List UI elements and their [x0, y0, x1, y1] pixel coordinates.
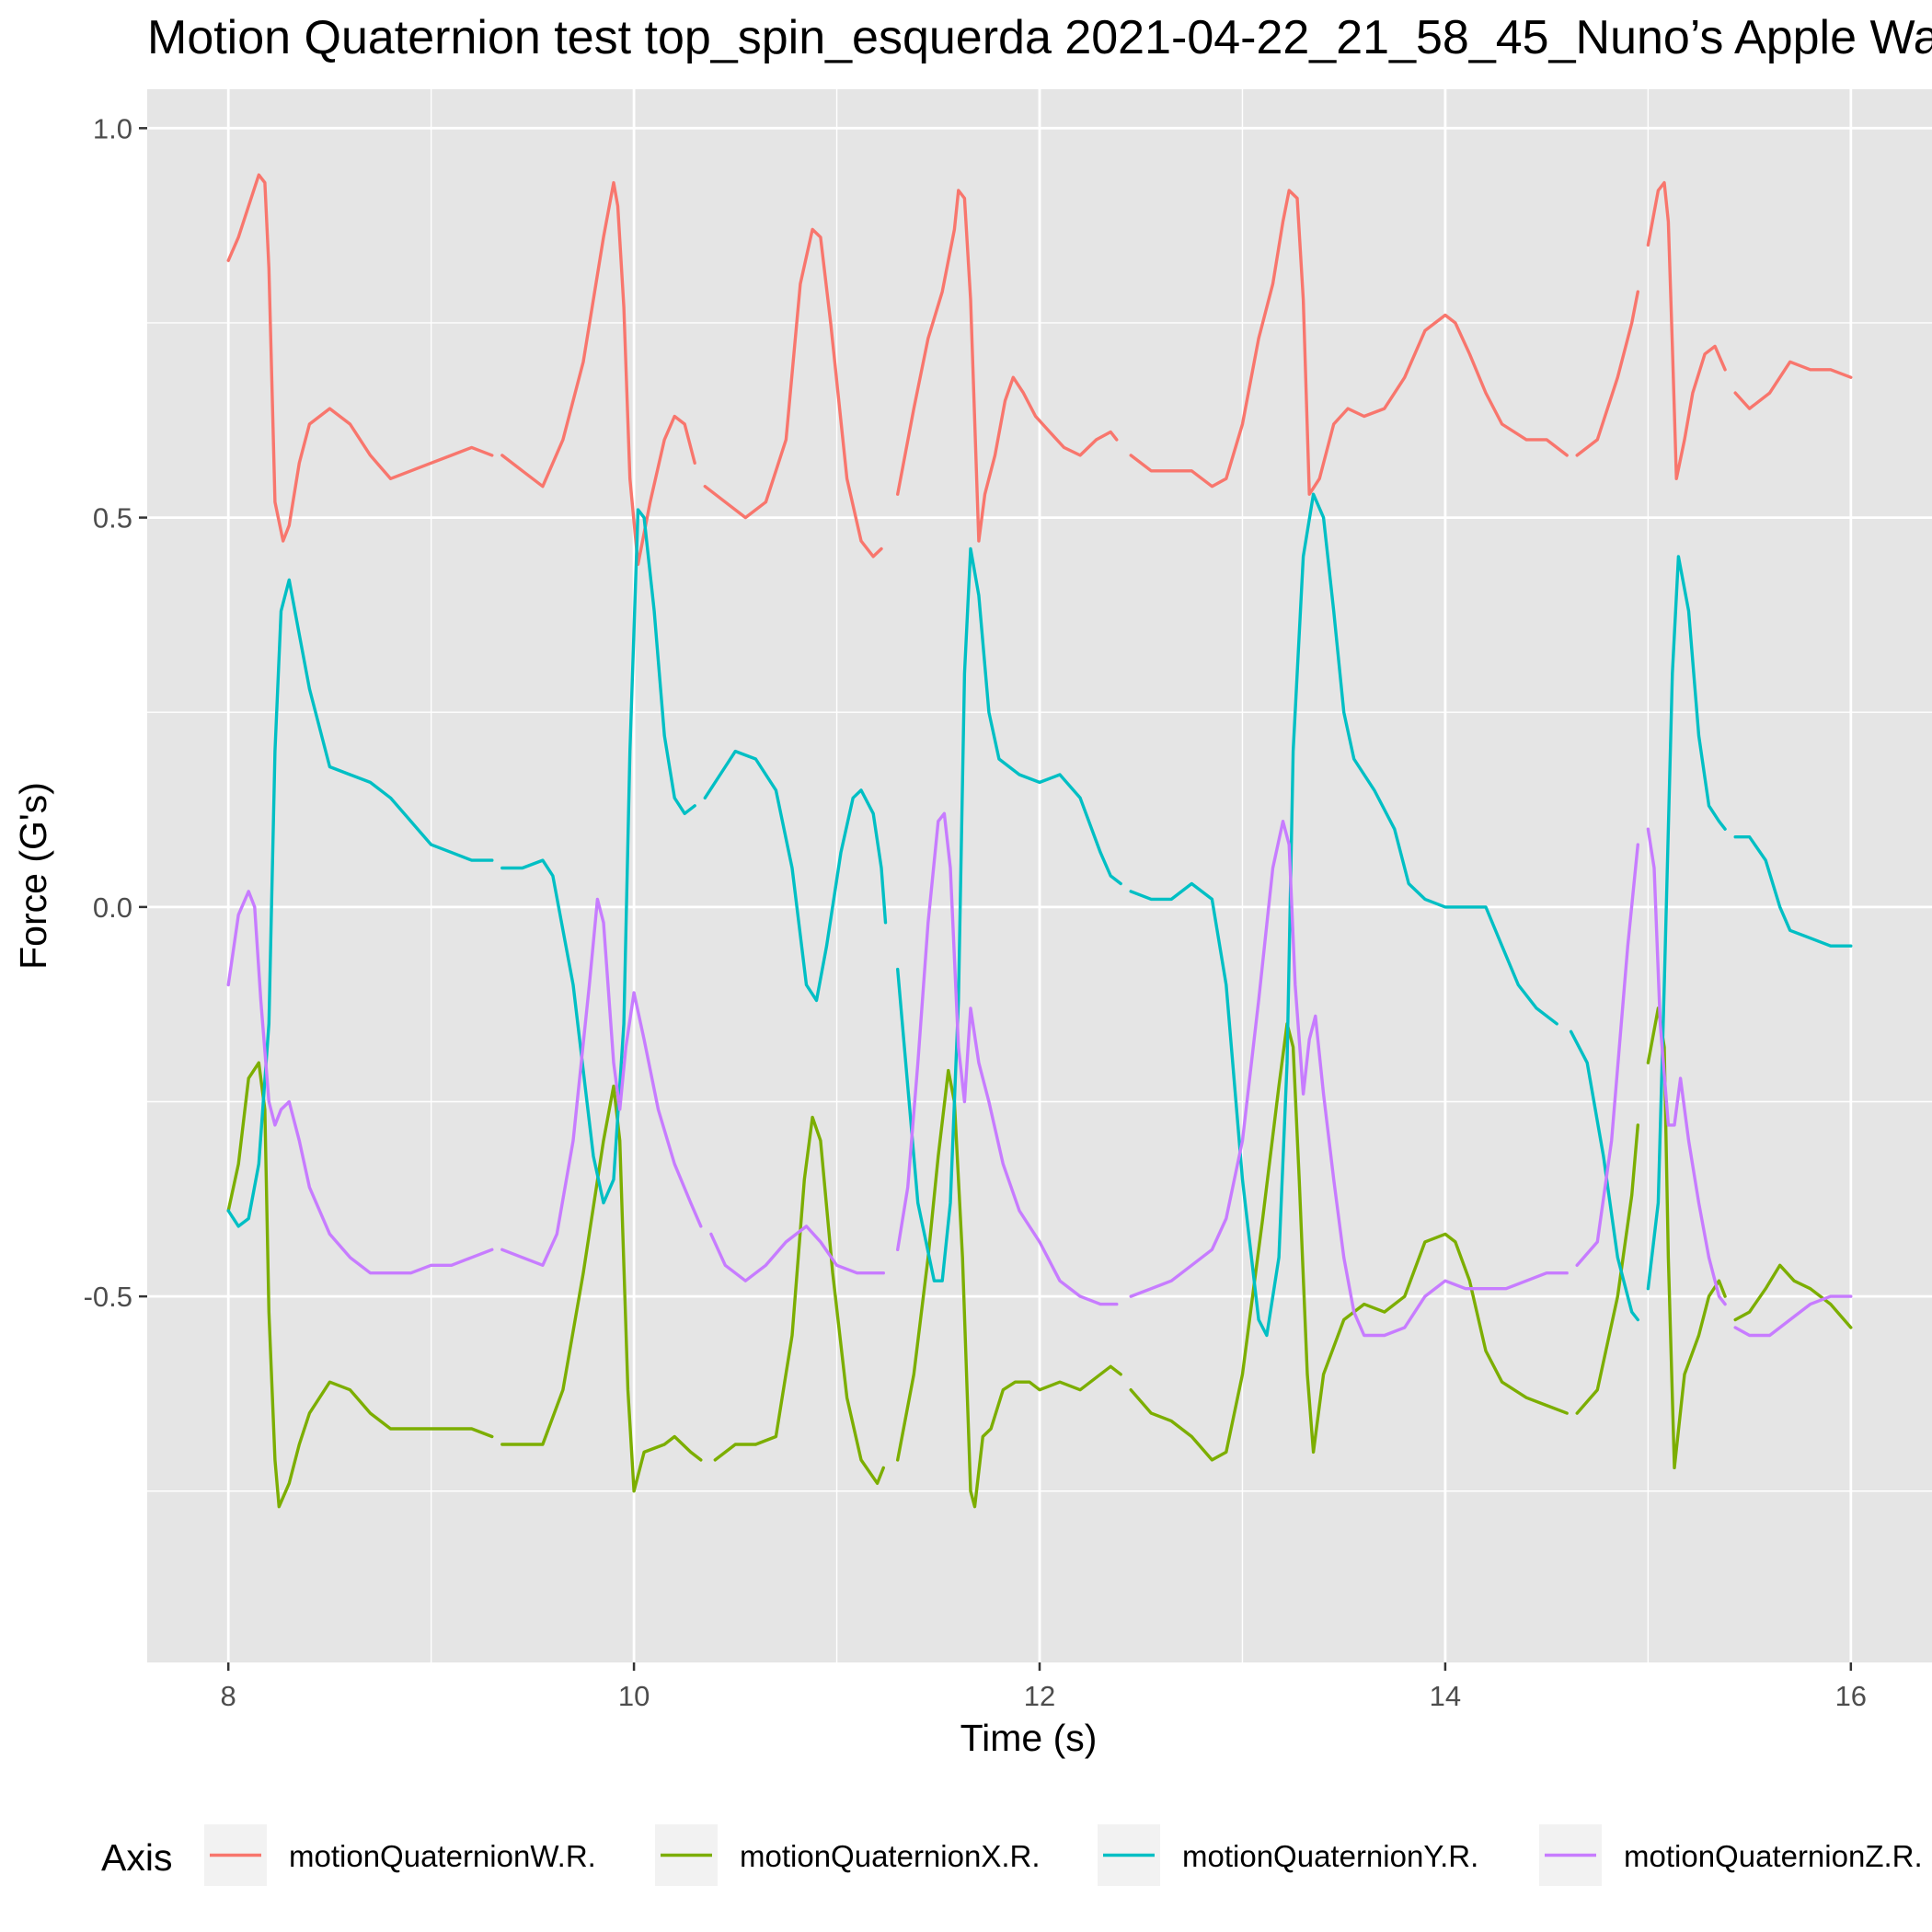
- series-motionQuaternionY.R.: [226, 492, 1853, 1338]
- series-line-segment: [703, 749, 888, 1003]
- series-line-segment: [896, 189, 1119, 543]
- x-axis-title: Time (s): [960, 1717, 1098, 1759]
- series-line-segment: [1129, 1022, 1569, 1462]
- series-line-segment: [896, 546, 1122, 1282]
- y-tick-label: 0.5: [93, 502, 132, 535]
- series-line-segment: [226, 1061, 494, 1509]
- legend: Axis motionQuaternionW.R. motionQuaternio…: [101, 1824, 1923, 1886]
- series-motionQuaternionZ.R.: [226, 811, 1853, 1338]
- legend-label: motionQuaternionY.R.: [1182, 1839, 1478, 1873]
- series-line-segment: [1733, 1294, 1853, 1338]
- series-line-segment: [896, 1068, 1122, 1509]
- series-line-segment: [226, 173, 494, 543]
- series-line-segment: [500, 508, 696, 1205]
- x-tick-label: 16: [1835, 1680, 1867, 1712]
- legend-item: motionQuaternionY.R.: [1098, 1824, 1478, 1886]
- series-line-segment: [1646, 827, 1727, 1306]
- series-line-segment: [226, 890, 494, 1275]
- series-line-segment: [1646, 180, 1727, 480]
- series-line-segment: [1129, 820, 1569, 1338]
- major-gridlines: [147, 89, 1932, 1662]
- series-line-segment: [1575, 1123, 1639, 1415]
- series-line-segment: [713, 1115, 885, 1485]
- series-line-segment: [1733, 360, 1853, 410]
- series-line-segment: [703, 227, 883, 558]
- series-motionQuaternionX.R.: [226, 1006, 1853, 1509]
- series-line-segment: [1733, 1263, 1853, 1329]
- y-tick-label: 1.0: [93, 112, 132, 144]
- series-line-segment: [1569, 1029, 1639, 1322]
- x-axis: 8 10 12 14 16: [221, 1662, 1867, 1712]
- series-line-segment: [709, 1225, 885, 1282]
- series-line-segment: [500, 897, 703, 1267]
- y-axis: -0.5 0.0 0.5 1.0: [84, 112, 147, 1313]
- legend-label: motionQuaternionX.R.: [740, 1839, 1041, 1873]
- x-tick-label: 12: [1024, 1680, 1055, 1712]
- y-tick-label: 0.0: [93, 891, 132, 924]
- series-line-segment: [226, 578, 494, 1228]
- legend-label: motionQuaternionW.R.: [289, 1839, 596, 1873]
- legend-item: motionQuaternionX.R.: [655, 1824, 1041, 1886]
- series-layer: [226, 173, 1853, 1509]
- legend-label: motionQuaternionZ.R.: [1624, 1839, 1923, 1873]
- series-line-segment: [1575, 290, 1639, 457]
- legend-item: motionQuaternionW.R.: [204, 1824, 596, 1886]
- series-line-segment: [1129, 189, 1569, 496]
- series-motionQuaternionW.R.: [226, 173, 1853, 567]
- chart-title: Motion Quaternion test top_spin_esquerda…: [147, 11, 1932, 64]
- legend-title: Axis: [101, 1836, 172, 1879]
- series-line-segment: [1575, 843, 1639, 1267]
- y-axis-title: Force (G's): [12, 782, 54, 970]
- series-line-segment: [500, 180, 696, 567]
- series-line-segment: [500, 1084, 703, 1493]
- y-tick-label: -0.5: [84, 1281, 132, 1313]
- legend-item: motionQuaternionZ.R.: [1539, 1824, 1923, 1886]
- series-line-segment: [896, 811, 1119, 1306]
- series-line-segment: [1733, 835, 1853, 948]
- x-tick-label: 14: [1430, 1680, 1461, 1712]
- series-line-segment: [1646, 555, 1727, 1291]
- x-tick-label: 10: [618, 1680, 650, 1712]
- series-line-segment: [1129, 492, 1558, 1338]
- x-tick-label: 8: [221, 1680, 236, 1712]
